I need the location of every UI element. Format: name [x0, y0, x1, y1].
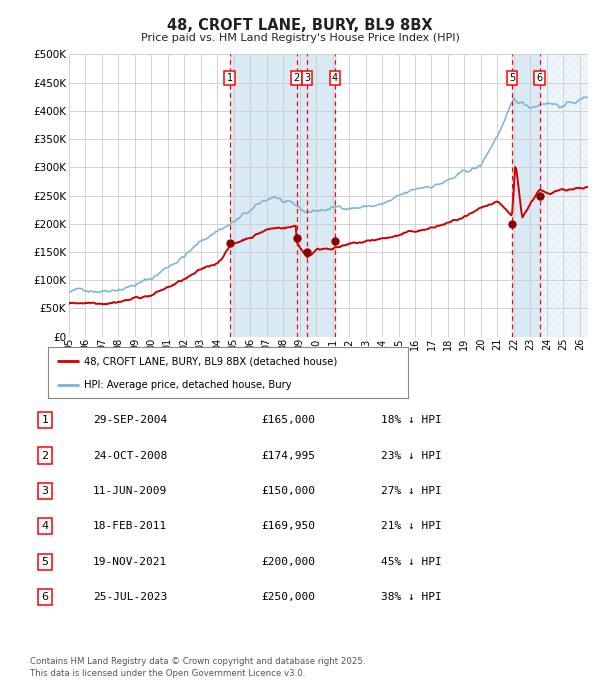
- Text: 3: 3: [304, 73, 310, 83]
- Text: £200,000: £200,000: [261, 557, 315, 566]
- Text: 25-JUL-2023: 25-JUL-2023: [93, 592, 167, 602]
- Bar: [512, 54, 539, 337]
- Text: 45% ↓ HPI: 45% ↓ HPI: [381, 557, 442, 566]
- Text: 3: 3: [41, 486, 49, 496]
- Text: 24-OCT-2008: 24-OCT-2008: [93, 451, 167, 460]
- Text: HPI: Average price, detached house, Bury: HPI: Average price, detached house, Bury: [84, 380, 292, 390]
- Text: 48, CROFT LANE, BURY, BL9 8BX: 48, CROFT LANE, BURY, BL9 8BX: [167, 18, 433, 33]
- Text: 19-NOV-2021: 19-NOV-2021: [93, 557, 167, 566]
- Text: 29-SEP-2004: 29-SEP-2004: [93, 415, 167, 425]
- Text: 2: 2: [293, 73, 299, 83]
- Text: 27% ↓ HPI: 27% ↓ HPI: [381, 486, 442, 496]
- Text: 4: 4: [41, 522, 49, 531]
- Text: 1: 1: [41, 415, 49, 425]
- Text: £165,000: £165,000: [261, 415, 315, 425]
- Text: 18% ↓ HPI: 18% ↓ HPI: [381, 415, 442, 425]
- Text: 4: 4: [332, 73, 338, 83]
- Text: £250,000: £250,000: [261, 592, 315, 602]
- Text: 5: 5: [41, 557, 49, 566]
- Text: 21% ↓ HPI: 21% ↓ HPI: [381, 522, 442, 531]
- Text: 18-FEB-2011: 18-FEB-2011: [93, 522, 167, 531]
- Text: 38% ↓ HPI: 38% ↓ HPI: [381, 592, 442, 602]
- Text: 48, CROFT LANE, BURY, BL9 8BX (detached house): 48, CROFT LANE, BURY, BL9 8BX (detached …: [84, 356, 337, 366]
- Text: 6: 6: [41, 592, 49, 602]
- Text: £174,995: £174,995: [261, 451, 315, 460]
- Text: 23% ↓ HPI: 23% ↓ HPI: [381, 451, 442, 460]
- Text: 6: 6: [536, 73, 542, 83]
- Text: 2: 2: [41, 451, 49, 460]
- Text: Contains HM Land Registry data © Crown copyright and database right 2025.
This d: Contains HM Land Registry data © Crown c…: [30, 657, 365, 678]
- Text: Price paid vs. HM Land Registry's House Price Index (HPI): Price paid vs. HM Land Registry's House …: [140, 33, 460, 43]
- Text: £150,000: £150,000: [261, 486, 315, 496]
- Text: 11-JUN-2009: 11-JUN-2009: [93, 486, 167, 496]
- Text: £169,950: £169,950: [261, 522, 315, 531]
- Text: 1: 1: [227, 73, 233, 83]
- Text: 5: 5: [509, 73, 515, 83]
- Bar: [296, 54, 335, 337]
- Bar: [230, 54, 296, 337]
- Bar: [539, 54, 588, 337]
